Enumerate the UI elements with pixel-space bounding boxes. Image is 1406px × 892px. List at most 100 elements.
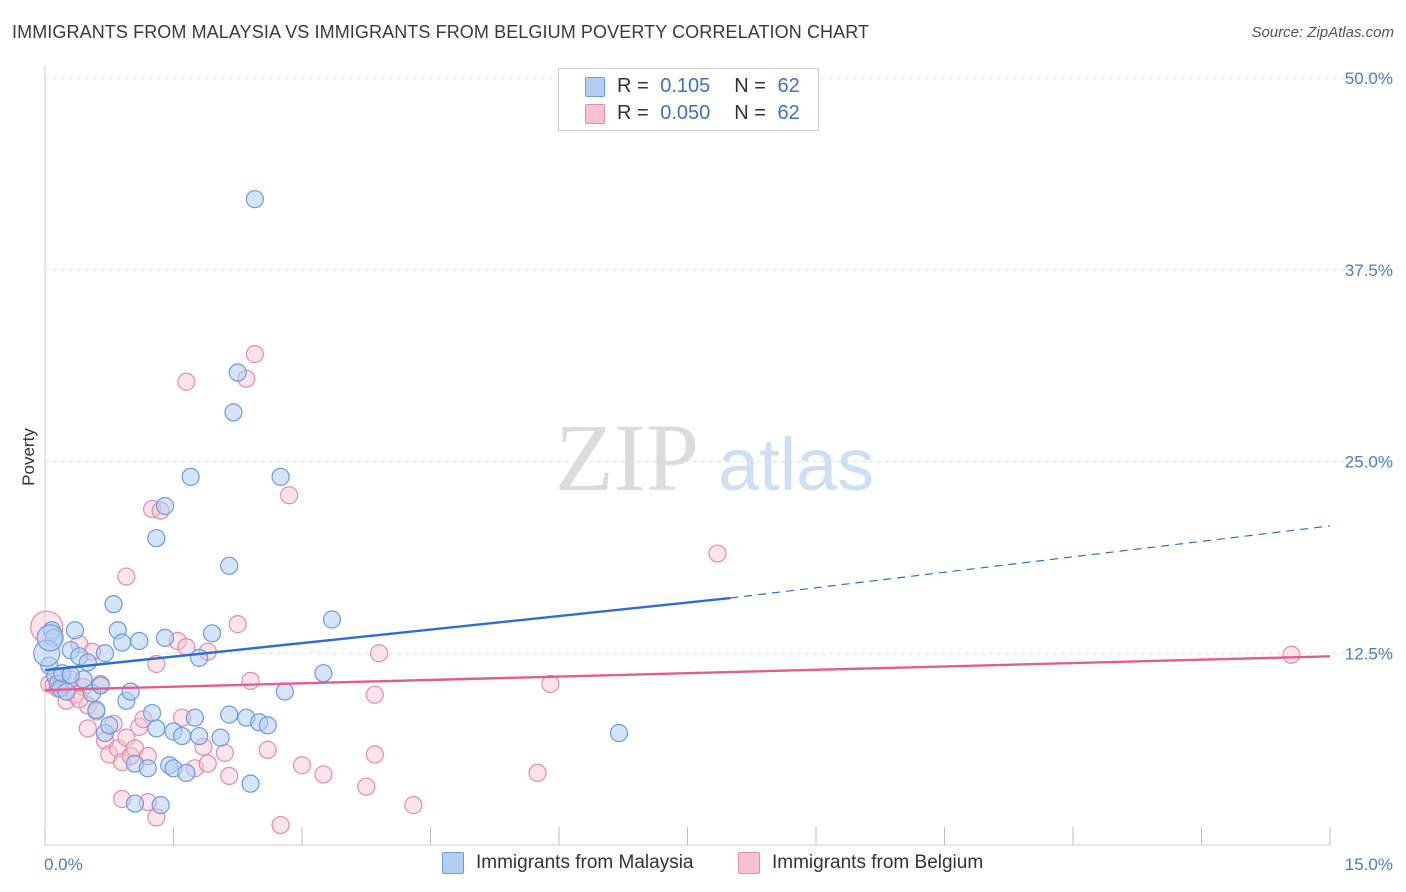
data-point-malaysia	[314, 664, 333, 683]
data-point-malaysia	[177, 763, 196, 783]
data-point-malaysia	[104, 595, 123, 614]
data-point-malaysia	[228, 363, 247, 382]
data-point-belgium	[404, 796, 423, 815]
data-point-malaysia	[112, 633, 132, 652]
data-point-malaysia	[36, 624, 64, 652]
data-point-belgium	[357, 777, 376, 796]
data-point-malaysia	[100, 716, 119, 735]
data-point-malaysia	[65, 621, 85, 640]
data-point-malaysia	[138, 759, 157, 778]
series-malaysia-points	[33, 190, 629, 815]
data-point-belgium	[1282, 645, 1301, 664]
data-point-malaysia	[151, 796, 170, 815]
legend: R = 0.105 N = 62 R = 0.050 N = 62	[558, 68, 819, 131]
trend-lines	[44, 525, 1331, 692]
data-point-malaysia	[220, 705, 239, 724]
data-point-malaysia	[130, 631, 149, 651]
y-tick-label: 50.0%	[1345, 69, 1393, 88]
data-point-belgium	[280, 486, 299, 505]
data-point-malaysia	[224, 403, 243, 422]
bottom-legend-malaysia: Immigrants from Malaysia	[442, 852, 694, 874]
data-point-malaysia	[91, 676, 110, 695]
data-point-belgium	[708, 544, 727, 563]
trend-line-malaysia-projection	[730, 525, 1331, 599]
data-point-belgium	[228, 615, 247, 634]
data-point-malaysia	[57, 682, 76, 701]
data-point-belgium	[78, 719, 97, 738]
source-label: Source: ZipAtlas.com	[1251, 24, 1394, 41]
legend-n-label: N =	[734, 74, 766, 97]
watermark-atlas: atlas	[718, 423, 874, 506]
y-tick-label: 25.0%	[1345, 453, 1393, 472]
data-point-malaysia	[211, 728, 230, 747]
data-point-belgium	[292, 756, 312, 775]
data-point-malaysia	[258, 716, 277, 735]
chart-title: IMMIGRANTS FROM MALAYSIA VS IMMIGRANTS F…	[12, 22, 870, 42]
data-point-belgium	[198, 754, 217, 773]
legend-n-value-belgium: 62	[777, 101, 800, 124]
data-point-belgium	[541, 674, 560, 694]
bottom-legend-belgium: Immigrants from Belgium	[738, 852, 983, 874]
axes	[44, 66, 1331, 846]
data-point-malaysia	[147, 529, 166, 548]
data-point-belgium	[215, 743, 234, 763]
data-point-malaysia	[155, 496, 175, 516]
bottom-legend-label-malaysia: Immigrants from Malaysia	[476, 852, 694, 873]
data-point-malaysia	[185, 708, 205, 727]
x-tick-label: 0.0%	[44, 855, 83, 874]
legend-r-label: R =	[617, 74, 649, 97]
data-point-malaysia	[121, 682, 140, 701]
legend-swatch-malaysia	[585, 77, 605, 97]
gridlines	[45, 77, 1395, 654]
legend-swatch-belgium	[585, 104, 605, 124]
data-point-malaysia	[87, 700, 106, 720]
y-tick-label: 12.5%	[1345, 644, 1393, 663]
y-axis-label: Poverty	[19, 428, 38, 486]
data-point-malaysia	[125, 794, 145, 813]
data-point-malaysia	[78, 653, 97, 672]
data-point-malaysia	[202, 624, 222, 643]
data-point-malaysia	[245, 190, 264, 209]
x-tick-label: 15.0%	[1345, 855, 1393, 874]
trend-line-malaysia	[44, 596, 731, 672]
data-point-malaysia	[271, 467, 290, 486]
data-point-belgium	[241, 671, 260, 690]
legend-row-belgium: R = 0.050 N = 62	[617, 100, 800, 126]
data-point-belgium	[365, 745, 384, 764]
data-point-malaysia	[190, 726, 209, 746]
data-point-belgium	[117, 567, 136, 586]
data-point-malaysia	[155, 628, 175, 648]
data-point-belgium	[314, 765, 333, 784]
data-point-malaysia	[275, 682, 294, 701]
data-point-malaysia	[190, 648, 209, 667]
trend-line-belgium	[44, 655, 1331, 692]
bottom-legend-label-belgium: Immigrants from Belgium	[772, 852, 984, 873]
data-point-malaysia	[181, 467, 200, 486]
y-tick-label: 37.5%	[1345, 261, 1393, 280]
data-point-belgium	[271, 815, 290, 835]
data-point-malaysia	[172, 726, 192, 746]
legend-r-value-belgium: 0.050	[660, 101, 711, 124]
data-point-malaysia	[147, 719, 166, 738]
data-point-belgium	[177, 372, 196, 391]
data-point-malaysia	[609, 723, 629, 743]
legend-row-malaysia: R = 0.105 N = 62	[617, 73, 800, 99]
data-point-belgium	[258, 740, 277, 759]
data-point-malaysia	[142, 703, 162, 723]
data-point-belgium	[528, 763, 547, 783]
data-point-malaysia	[220, 556, 239, 575]
watermark-zip: ZIP	[555, 404, 699, 511]
data-point-malaysia	[322, 610, 342, 629]
bottom-legend-swatch-belgium	[738, 852, 760, 874]
legend-r-value-malaysia: 0.105	[660, 74, 711, 97]
data-point-malaysia	[95, 644, 115, 663]
data-point-belgium	[370, 644, 389, 663]
tick-labels: 12.5% 25.0% 37.5% 50.0% 0.0% 15.0%	[44, 69, 1393, 874]
data-point-belgium	[220, 766, 239, 786]
data-point-malaysia	[241, 774, 260, 793]
data-point-belgium	[365, 685, 384, 704]
legend-n-value-malaysia: 62	[777, 74, 800, 97]
data-point-belgium	[245, 345, 264, 364]
legend-n-label: N =	[734, 101, 766, 124]
